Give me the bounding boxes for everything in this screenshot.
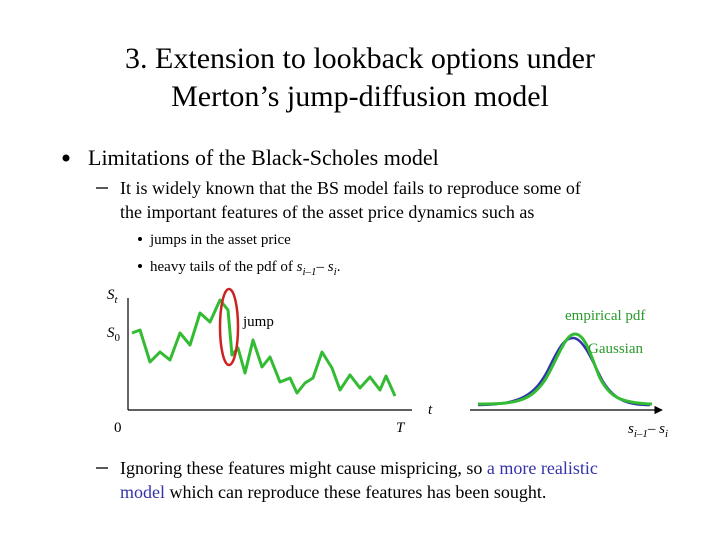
x-label: t	[428, 402, 433, 418]
title-line: Merton’s jump-diffusion model	[171, 80, 549, 113]
text-part: S	[107, 325, 115, 341]
origin-label: 0	[114, 420, 122, 436]
text-part: Ignoring these features might cause misp…	[120, 458, 487, 478]
text-part: s	[659, 421, 665, 437]
empirical-curve	[477, 332, 653, 406]
text-part: –	[647, 421, 659, 437]
bullet-text: Limitations of the Black-Scholes model	[88, 145, 439, 170]
text-part: t	[115, 294, 119, 306]
text-part: heavy tails of the pdf of	[150, 259, 297, 275]
text-part: model	[120, 482, 165, 502]
t-end-label: T	[396, 420, 406, 436]
text-part: which can reproduce these features has b…	[165, 482, 546, 502]
bullet-dot	[62, 154, 70, 162]
text-part: S	[107, 287, 115, 303]
text-part: s	[628, 421, 634, 437]
text-part: i	[334, 266, 337, 278]
item-text: jumps in the asset price	[149, 232, 291, 248]
dash-text: It is widely known that the BS model fai…	[120, 178, 581, 198]
text-part: a more realistic	[487, 458, 598, 478]
dash-text: the important features of the asset pric…	[120, 202, 534, 222]
item-text: heavy tails of the pdf of si–1– si.	[150, 259, 340, 278]
jump-highlight	[218, 287, 240, 367]
text-part: i–1	[634, 428, 648, 440]
text-part: –	[316, 259, 328, 275]
price-path	[131, 298, 397, 397]
pdf-x-label: si–1– si	[628, 421, 668, 440]
item-dot	[138, 264, 142, 268]
text-part: 0	[115, 332, 121, 344]
title-line: 3. Extension to lookback options under	[125, 42, 595, 75]
s0-label: S0	[107, 325, 121, 344]
text-part: .	[337, 259, 341, 275]
dash-text: model which can reproduce these features…	[120, 482, 546, 502]
empirical-label: empirical pdf	[565, 308, 645, 324]
jump-label: jump	[242, 314, 274, 330]
text-part: i	[665, 428, 668, 440]
gaussian-label: Gaussian	[588, 341, 643, 357]
y-label: St	[107, 287, 119, 306]
text-part: i–1	[302, 266, 316, 278]
item-dot	[138, 237, 142, 241]
dash-text: Ignoring these features might cause misp…	[120, 458, 598, 478]
text-part: s	[328, 259, 334, 275]
text-part: s	[297, 259, 303, 275]
